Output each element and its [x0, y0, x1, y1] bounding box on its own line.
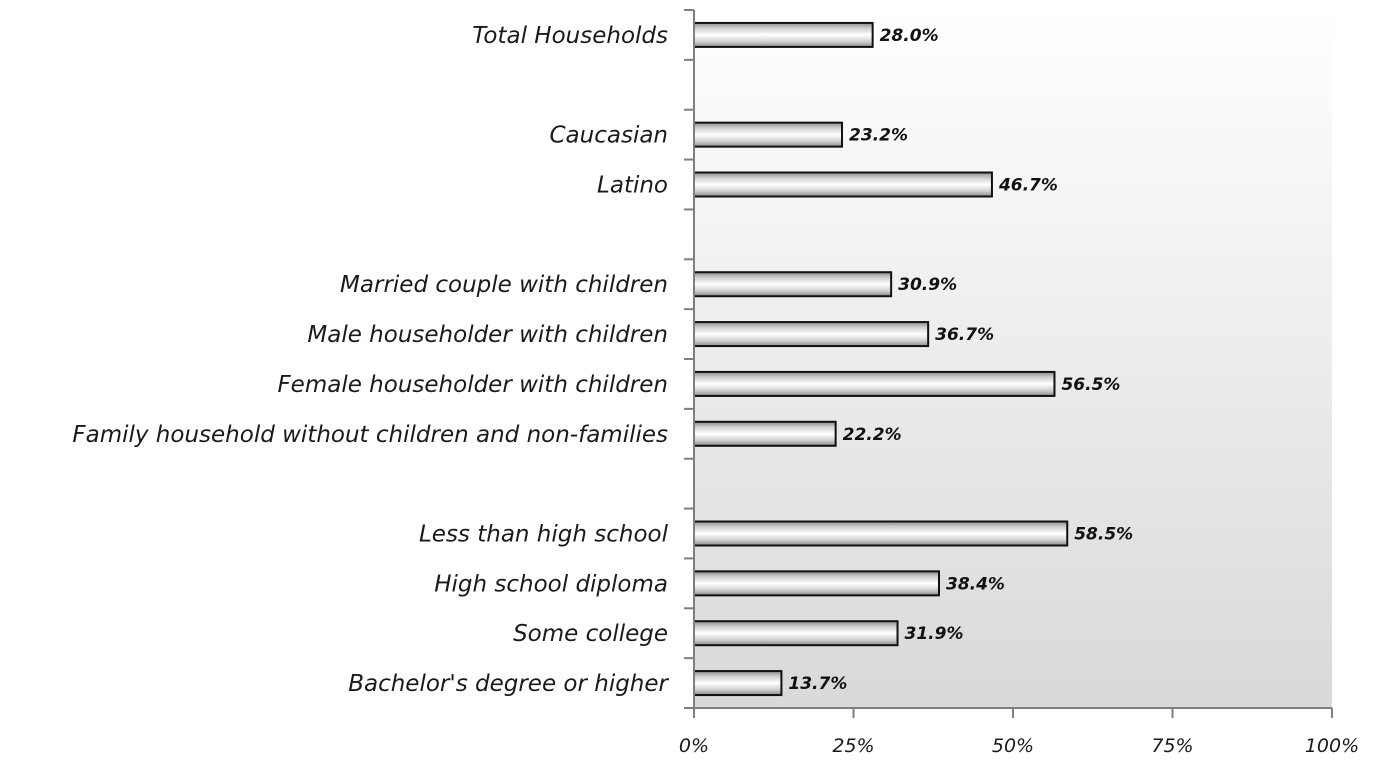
value-label: 22.2%: [843, 425, 902, 445]
value-label: 30.9%: [898, 275, 957, 295]
bar: [693, 620, 899, 647]
category-label: Male householder with children: [307, 322, 668, 348]
axes-layer: [684, 9, 1333, 718]
category-label: Total Households: [472, 23, 668, 49]
x-tick-label: 50%: [992, 735, 1034, 757]
plot-background: [694, 10, 1332, 708]
bar: [693, 171, 993, 198]
value-label: 56.5%: [1061, 375, 1120, 395]
value-label: 46.7%: [998, 176, 1058, 196]
value-label: 58.5%: [1074, 525, 1133, 545]
value-label: 36.7%: [935, 325, 994, 345]
x-tick-label: 75%: [1151, 735, 1193, 757]
category-label: Married couple with children: [340, 272, 668, 298]
bar: [693, 420, 837, 447]
category-label: Female householder with children: [277, 372, 668, 398]
value-label: 31.9%: [905, 624, 964, 644]
x-tick-label: 0%: [679, 735, 709, 757]
value-label: 38.4%: [946, 574, 1005, 594]
bar: [693, 520, 1069, 547]
category-label: Some college: [513, 621, 668, 647]
category-label: Caucasian: [549, 123, 668, 149]
value-label: 28.0%: [880, 26, 939, 46]
bar: [693, 321, 930, 348]
value-label: 13.7%: [788, 674, 847, 694]
category-label: High school diploma: [434, 571, 668, 597]
bar: [693, 570, 940, 597]
x-tick-label: 25%: [832, 735, 874, 757]
bars-layer: [693, 21, 1069, 697]
x-tick-label: 100%: [1305, 735, 1359, 757]
bar: [693, 271, 893, 298]
bar: [693, 670, 783, 697]
bar: [693, 121, 844, 148]
bar: [693, 370, 1056, 397]
labels-layer: Total Households 28.0% Caucasian 23.2% Latin…: [72, 23, 1359, 757]
category-label: Bachelor's degree or higher: [348, 671, 669, 697]
category-label: Latino: [597, 173, 668, 199]
bar: [693, 21, 874, 48]
value-label: 23.2%: [849, 126, 908, 146]
category-label: Less than high school: [419, 522, 669, 548]
category-label: Family household without children and no…: [72, 422, 668, 448]
